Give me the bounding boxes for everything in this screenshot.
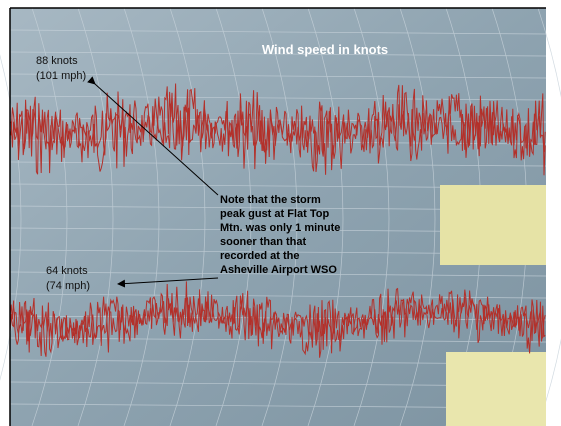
note-line: Asheville Airport WSO bbox=[220, 264, 337, 276]
note-line: peak gust at Flat Top bbox=[220, 208, 329, 220]
note-line: sooner than that bbox=[220, 236, 307, 248]
annotation: (101 mph) bbox=[36, 70, 86, 82]
note-line: Note that the storm bbox=[220, 194, 321, 206]
slide: Wind speed in knots 88 knots (101 mph) 6… bbox=[0, 0, 561, 426]
sticky-note bbox=[440, 185, 546, 265]
annotation: 88 knots bbox=[36, 55, 78, 67]
note-line: Mtn. was only 1 minute bbox=[220, 222, 340, 234]
annotation: 64 knots bbox=[46, 265, 88, 277]
title: Wind speed in knots bbox=[262, 42, 388, 57]
annotation: (74 mph) bbox=[46, 280, 90, 292]
note-line: recorded at the bbox=[220, 250, 299, 262]
sticky-note bbox=[446, 352, 546, 426]
